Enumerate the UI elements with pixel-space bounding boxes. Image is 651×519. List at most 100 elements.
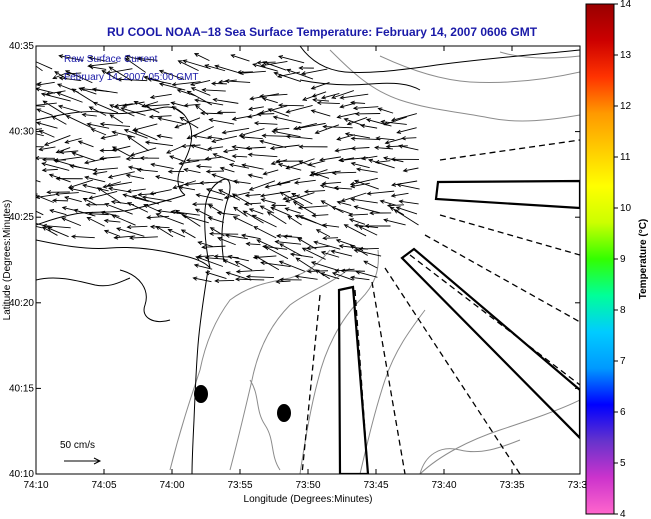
current-vector [166, 145, 184, 154]
current-vector [270, 144, 300, 149]
current-vector [217, 237, 236, 246]
current-vector-head [96, 187, 102, 192]
current-vector [148, 78, 172, 85]
current-vector-head [92, 101, 98, 106]
current-vector [385, 137, 404, 144]
coast-nj-shore [191, 269, 209, 474]
current-vector-head [127, 135, 132, 141]
current-vector-head [294, 274, 300, 279]
current-vector-head [278, 277, 284, 282]
current-vector [210, 227, 225, 237]
colorbar-label: Temperature (°C) [638, 219, 649, 300]
current-vector-head [87, 56, 93, 61]
current-vector [150, 226, 170, 229]
current-vector-head [126, 188, 132, 194]
plot-area: Raw Surface Current February 14, 2007 05… [18, 45, 581, 475]
current-vector-head [338, 244, 344, 249]
current-vector-head [266, 211, 272, 216]
current-vector-head [247, 173, 253, 178]
current-vector [375, 160, 391, 163]
current-vector [89, 213, 109, 216]
current-vector [331, 90, 354, 99]
current-vector-head [158, 69, 164, 74]
current-vector-head [100, 210, 106, 215]
current-vector-head [331, 94, 337, 99]
current-vector-head [389, 206, 395, 211]
current-vector-head [59, 150, 65, 155]
current-vector-head [167, 169, 173, 174]
current-vector-head [222, 259, 228, 264]
current-vector-head [55, 149, 61, 154]
current-vector-head [278, 243, 284, 248]
current-vector [294, 179, 316, 184]
current-vector-head [385, 144, 391, 149]
current-vector [202, 245, 226, 248]
current-vector-head [320, 95, 326, 100]
current-vector-head [209, 231, 214, 236]
current-vector [322, 181, 342, 185]
current-vector-head [127, 202, 132, 207]
current-vector-head [269, 145, 275, 151]
current-vector-head [205, 169, 211, 174]
current-vector-head [71, 88, 77, 93]
current-vector [187, 126, 214, 139]
current-vector-head [366, 191, 372, 196]
current-vector-head [349, 181, 355, 186]
current-vector-head [285, 109, 291, 114]
current-vector [69, 187, 96, 195]
current-vector [132, 195, 160, 205]
current-vector [272, 130, 301, 138]
current-vector [107, 181, 122, 187]
current-vector-head [350, 197, 356, 202]
current-vector-head [125, 156, 131, 161]
current-vector-head [297, 160, 303, 165]
current-vector [335, 268, 355, 272]
current-vector-head [353, 223, 359, 228]
current-vector-head [361, 156, 366, 161]
current-vector [368, 159, 395, 169]
current-vector [197, 255, 214, 258]
current-vector-head [143, 75, 149, 80]
current-vector-head [54, 71, 60, 76]
current-vector-head [298, 65, 304, 71]
current-vector-head [293, 180, 299, 185]
current-vector [184, 103, 201, 107]
current-vector [295, 275, 318, 280]
current-vector [286, 158, 315, 170]
current-vector-head [331, 170, 337, 176]
current-vector [84, 157, 107, 164]
contour-line [299, 249, 379, 474]
current-vector [311, 110, 331, 117]
current-vector [200, 181, 223, 184]
coast-inlet [119, 269, 171, 323]
current-vector-head [18, 89, 22, 92]
current-vector-head [335, 238, 341, 244]
current-vector [348, 213, 369, 216]
current-vector-head [365, 118, 371, 123]
current-vector-head [228, 162, 234, 168]
current-vector-head [235, 269, 241, 274]
current-vector [85, 176, 106, 183]
current-vector-head [401, 136, 406, 141]
colorbar-tick-label: 12 [620, 101, 632, 112]
current-vector-head [183, 167, 189, 173]
current-vector-head [26, 104, 30, 107]
current-vector [235, 261, 253, 271]
current-vector-head [61, 206, 67, 211]
current-vector [391, 113, 417, 121]
current-vector [249, 180, 276, 191]
contour-line [359, 309, 426, 474]
current-vector [315, 124, 340, 134]
current-vector-head [199, 180, 204, 186]
current-vector-head [69, 164, 75, 169]
current-vector [248, 174, 263, 179]
current-vector [78, 140, 94, 148]
current-vector [321, 251, 340, 258]
current-vector [367, 190, 395, 195]
current-vector-head [247, 152, 253, 157]
current-vector-head [183, 103, 189, 108]
current-vectors [18, 53, 420, 284]
current-vector-head [20, 204, 24, 207]
current-vector-head [248, 208, 254, 213]
current-vector-head [261, 97, 267, 102]
